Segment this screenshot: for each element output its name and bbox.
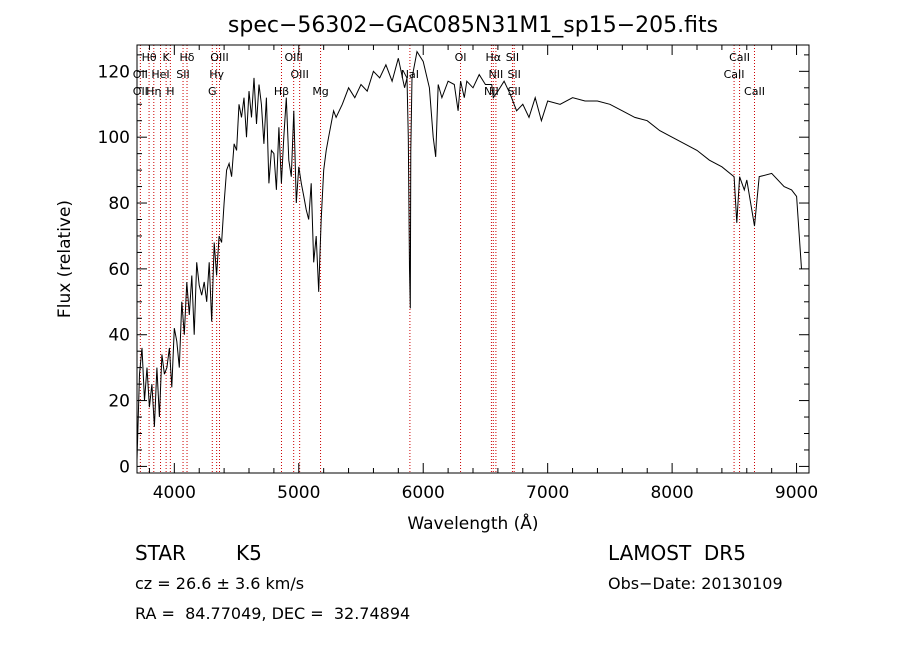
line-label: OII [133,68,148,81]
line-label: NaI [401,68,419,81]
line-label: Hδ [180,51,195,64]
line-label: CaII [729,51,750,64]
line-label: OI [455,51,467,64]
observation-date: Obs−Date: 20130109 [608,574,783,593]
redshift-velocity: cz = 26.6 ± 3.6 km/s [135,574,305,593]
y-tick-label: 20 [108,392,130,412]
line-label: G [208,85,217,98]
y-tick-label: 40 [108,326,130,346]
line-label: CaII [744,85,765,98]
line-label: Hβ [274,85,289,98]
line-label: CaII [724,68,745,81]
line-label: Hη [146,85,161,98]
line-labels: Hθ K Hδ OIII OIII OI Hα SII CaII OII HeI SII Hγ OIII N… [133,51,765,98]
line-label: Mg [312,85,328,98]
line-label: OIII [210,51,228,64]
line-label: HeI [151,68,169,81]
spectrum-series-line [136,50,802,460]
emission-line-markers [139,45,755,473]
line-label: SII [176,68,189,81]
x-tick-label: 5000 [277,483,320,503]
line-label: OIII [290,68,308,81]
x-tick-label: 8000 [650,483,693,503]
y-tick-label: 0 [119,457,130,477]
survey-name: LAMOST DR5 [608,541,746,565]
y-tick-label: 80 [108,194,130,214]
y-tick-label: 60 [108,260,130,280]
line-label: SII [506,51,519,64]
line-label: NII [484,85,499,98]
plot-frame [136,44,810,474]
axis-ticks: 4000 5000 6000 7000 8000 9000 0 20 40 60 80 100 120 [98,45,818,503]
object-subclass: K5 [236,541,262,565]
x-axis-label: Wavelength (Å) [407,512,538,534]
line-label: OII [133,85,148,98]
y-tick-label: 120 [98,62,130,82]
line-label: SII [507,68,520,81]
line-label: Hγ [209,68,224,81]
line-label: Hθ [142,51,157,64]
y-tick-label: 100 [98,128,130,148]
chart-title: spec−56302−GAC085N31M1_sp15−205.fits [228,13,718,38]
line-label: NII [489,68,504,81]
x-tick-label: 4000 [153,483,196,503]
line-label: OIII [284,51,302,64]
y-axis-label: Flux (relative) [55,200,75,318]
line-label: K [163,51,171,64]
line-label: H [166,85,174,98]
x-tick-label: 7000 [526,483,569,503]
line-label: SII [507,85,520,98]
line-label: Hα [486,51,502,64]
sky-coordinates: RA = 84.77049, DEC = 32.74894 [135,604,411,623]
x-tick-label: 6000 [402,483,445,503]
object-class: STAR [135,541,186,565]
x-tick-label: 9000 [775,483,818,503]
